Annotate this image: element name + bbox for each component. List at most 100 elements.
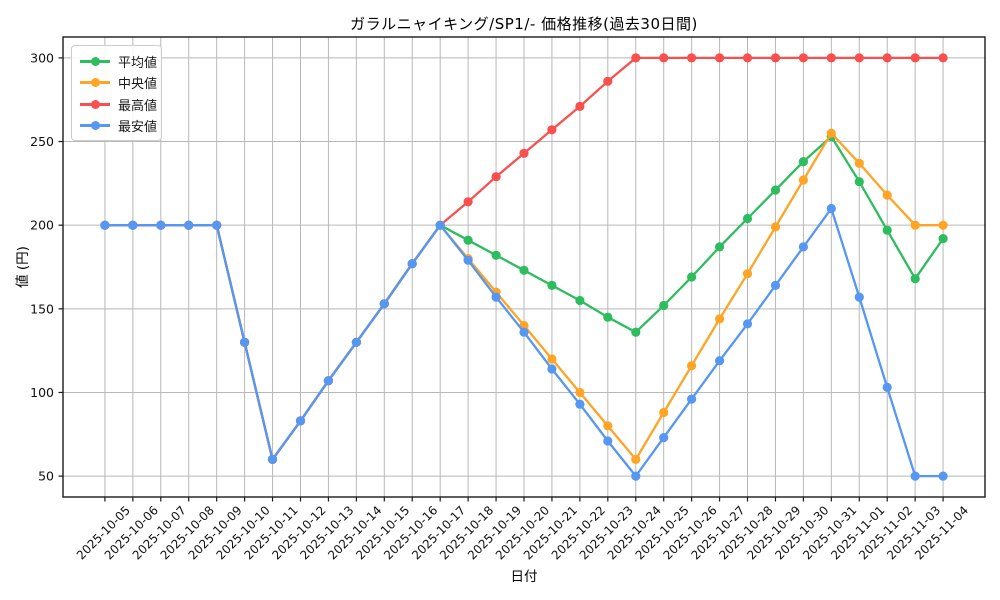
y-tick-label: 200 [30, 218, 54, 233]
data-point-max [770, 53, 781, 63]
data-point-median [826, 128, 836, 138]
data-point-min [575, 399, 585, 409]
data-point-min [603, 436, 613, 446]
legend-marker-average [80, 56, 110, 66]
data-point-average [687, 272, 697, 282]
data-point-max [659, 53, 669, 63]
data-point-median [631, 454, 641, 464]
data-point-min [379, 299, 389, 309]
data-point-average [659, 300, 669, 311]
data-point-min [156, 220, 166, 230]
data-point-average [715, 242, 725, 252]
data-point-max [854, 53, 864, 63]
data-point-median [659, 407, 669, 418]
data-point-median [547, 354, 557, 364]
data-point-median [742, 269, 753, 279]
data-point-median [882, 190, 892, 200]
data-point-max [938, 53, 948, 63]
data-point-min [798, 242, 809, 252]
data-point-min [631, 471, 641, 481]
x-axis-title: 日付 [510, 569, 538, 585]
data-point-median [854, 158, 864, 168]
data-point-min [659, 433, 669, 443]
data-point-max [687, 53, 697, 63]
legend-marker-median [80, 78, 110, 88]
legend-label-max: 最高値 [118, 98, 158, 114]
data-point-min [463, 255, 473, 265]
plot-border [62, 36, 986, 498]
data-point-median [910, 220, 920, 230]
data-point-min [212, 220, 222, 230]
data-point-max [463, 197, 473, 207]
data-point-max [631, 53, 641, 63]
data-point-average [519, 265, 529, 275]
data-point-median [603, 421, 613, 431]
data-point-average [910, 274, 920, 284]
data-point-min [184, 220, 194, 230]
data-point-min [770, 280, 781, 290]
data-point-max [910, 53, 920, 63]
data-point-average [491, 250, 501, 260]
data-point-median [687, 361, 697, 371]
legend-marker-max [80, 99, 110, 109]
y-tick-label: 250 [30, 134, 54, 149]
data-point-average [463, 235, 473, 245]
legend-marker-min [80, 121, 110, 131]
data-point-average [742, 213, 753, 224]
data-point-max [826, 53, 836, 63]
data-point-min [687, 394, 697, 404]
data-point-average [938, 234, 948, 244]
data-point-median [798, 175, 809, 185]
data-point-min [742, 319, 753, 329]
data-point-min [323, 376, 333, 386]
data-point-min [519, 327, 529, 337]
data-point-min [547, 364, 557, 374]
data-point-min [351, 337, 361, 347]
y-axis-title: 値 (円) [15, 246, 31, 288]
data-point-min [854, 292, 864, 302]
legend-label-median: 中央値 [118, 77, 158, 93]
y-tick-label: 300 [30, 50, 54, 65]
data-point-median [575, 387, 585, 398]
legend-label-min: 最安値 [118, 120, 158, 136]
data-point-min [267, 454, 278, 464]
data-point-max [575, 101, 585, 111]
legend-item-average: 平均値 [80, 53, 157, 71]
data-point-max [547, 125, 557, 135]
data-point-max [519, 148, 529, 158]
data-point-min [910, 471, 920, 481]
data-point-max [882, 53, 892, 63]
data-point-median [715, 314, 725, 324]
legend-item-min: 最安値 [80, 118, 157, 135]
data-point-max [798, 53, 809, 63]
data-point-min [240, 337, 250, 347]
data-point-min [128, 220, 138, 230]
legend-item-median: 中央値 [80, 75, 157, 92]
data-point-median [770, 222, 781, 232]
data-point-average [575, 295, 585, 306]
data-point-average [631, 327, 641, 337]
data-point-min [491, 292, 501, 302]
data-point-average [547, 280, 557, 290]
data-point-min [882, 382, 892, 392]
data-point-average [854, 177, 864, 187]
data-point-average [798, 157, 809, 167]
y-tick-label: 150 [30, 301, 54, 316]
data-point-median [938, 220, 948, 230]
data-point-average [882, 225, 892, 235]
data-point-min [435, 220, 445, 230]
data-point-average [770, 185, 781, 195]
data-point-min [826, 203, 836, 214]
legend: 平均値 中央値 最高値 最安値 [71, 45, 162, 141]
data-point-max [715, 53, 725, 63]
y-tick-label: 50 [38, 469, 54, 484]
data-point-max [491, 172, 501, 182]
legend-label-average: 平均値 [118, 55, 158, 71]
data-point-min [100, 220, 110, 230]
data-point-max [742, 53, 753, 63]
data-point-min [407, 259, 417, 269]
chart-title: ガラルニャイキング/SP1/- 価格推移(過去30日間) [350, 15, 698, 33]
data-point-min [715, 356, 725, 366]
